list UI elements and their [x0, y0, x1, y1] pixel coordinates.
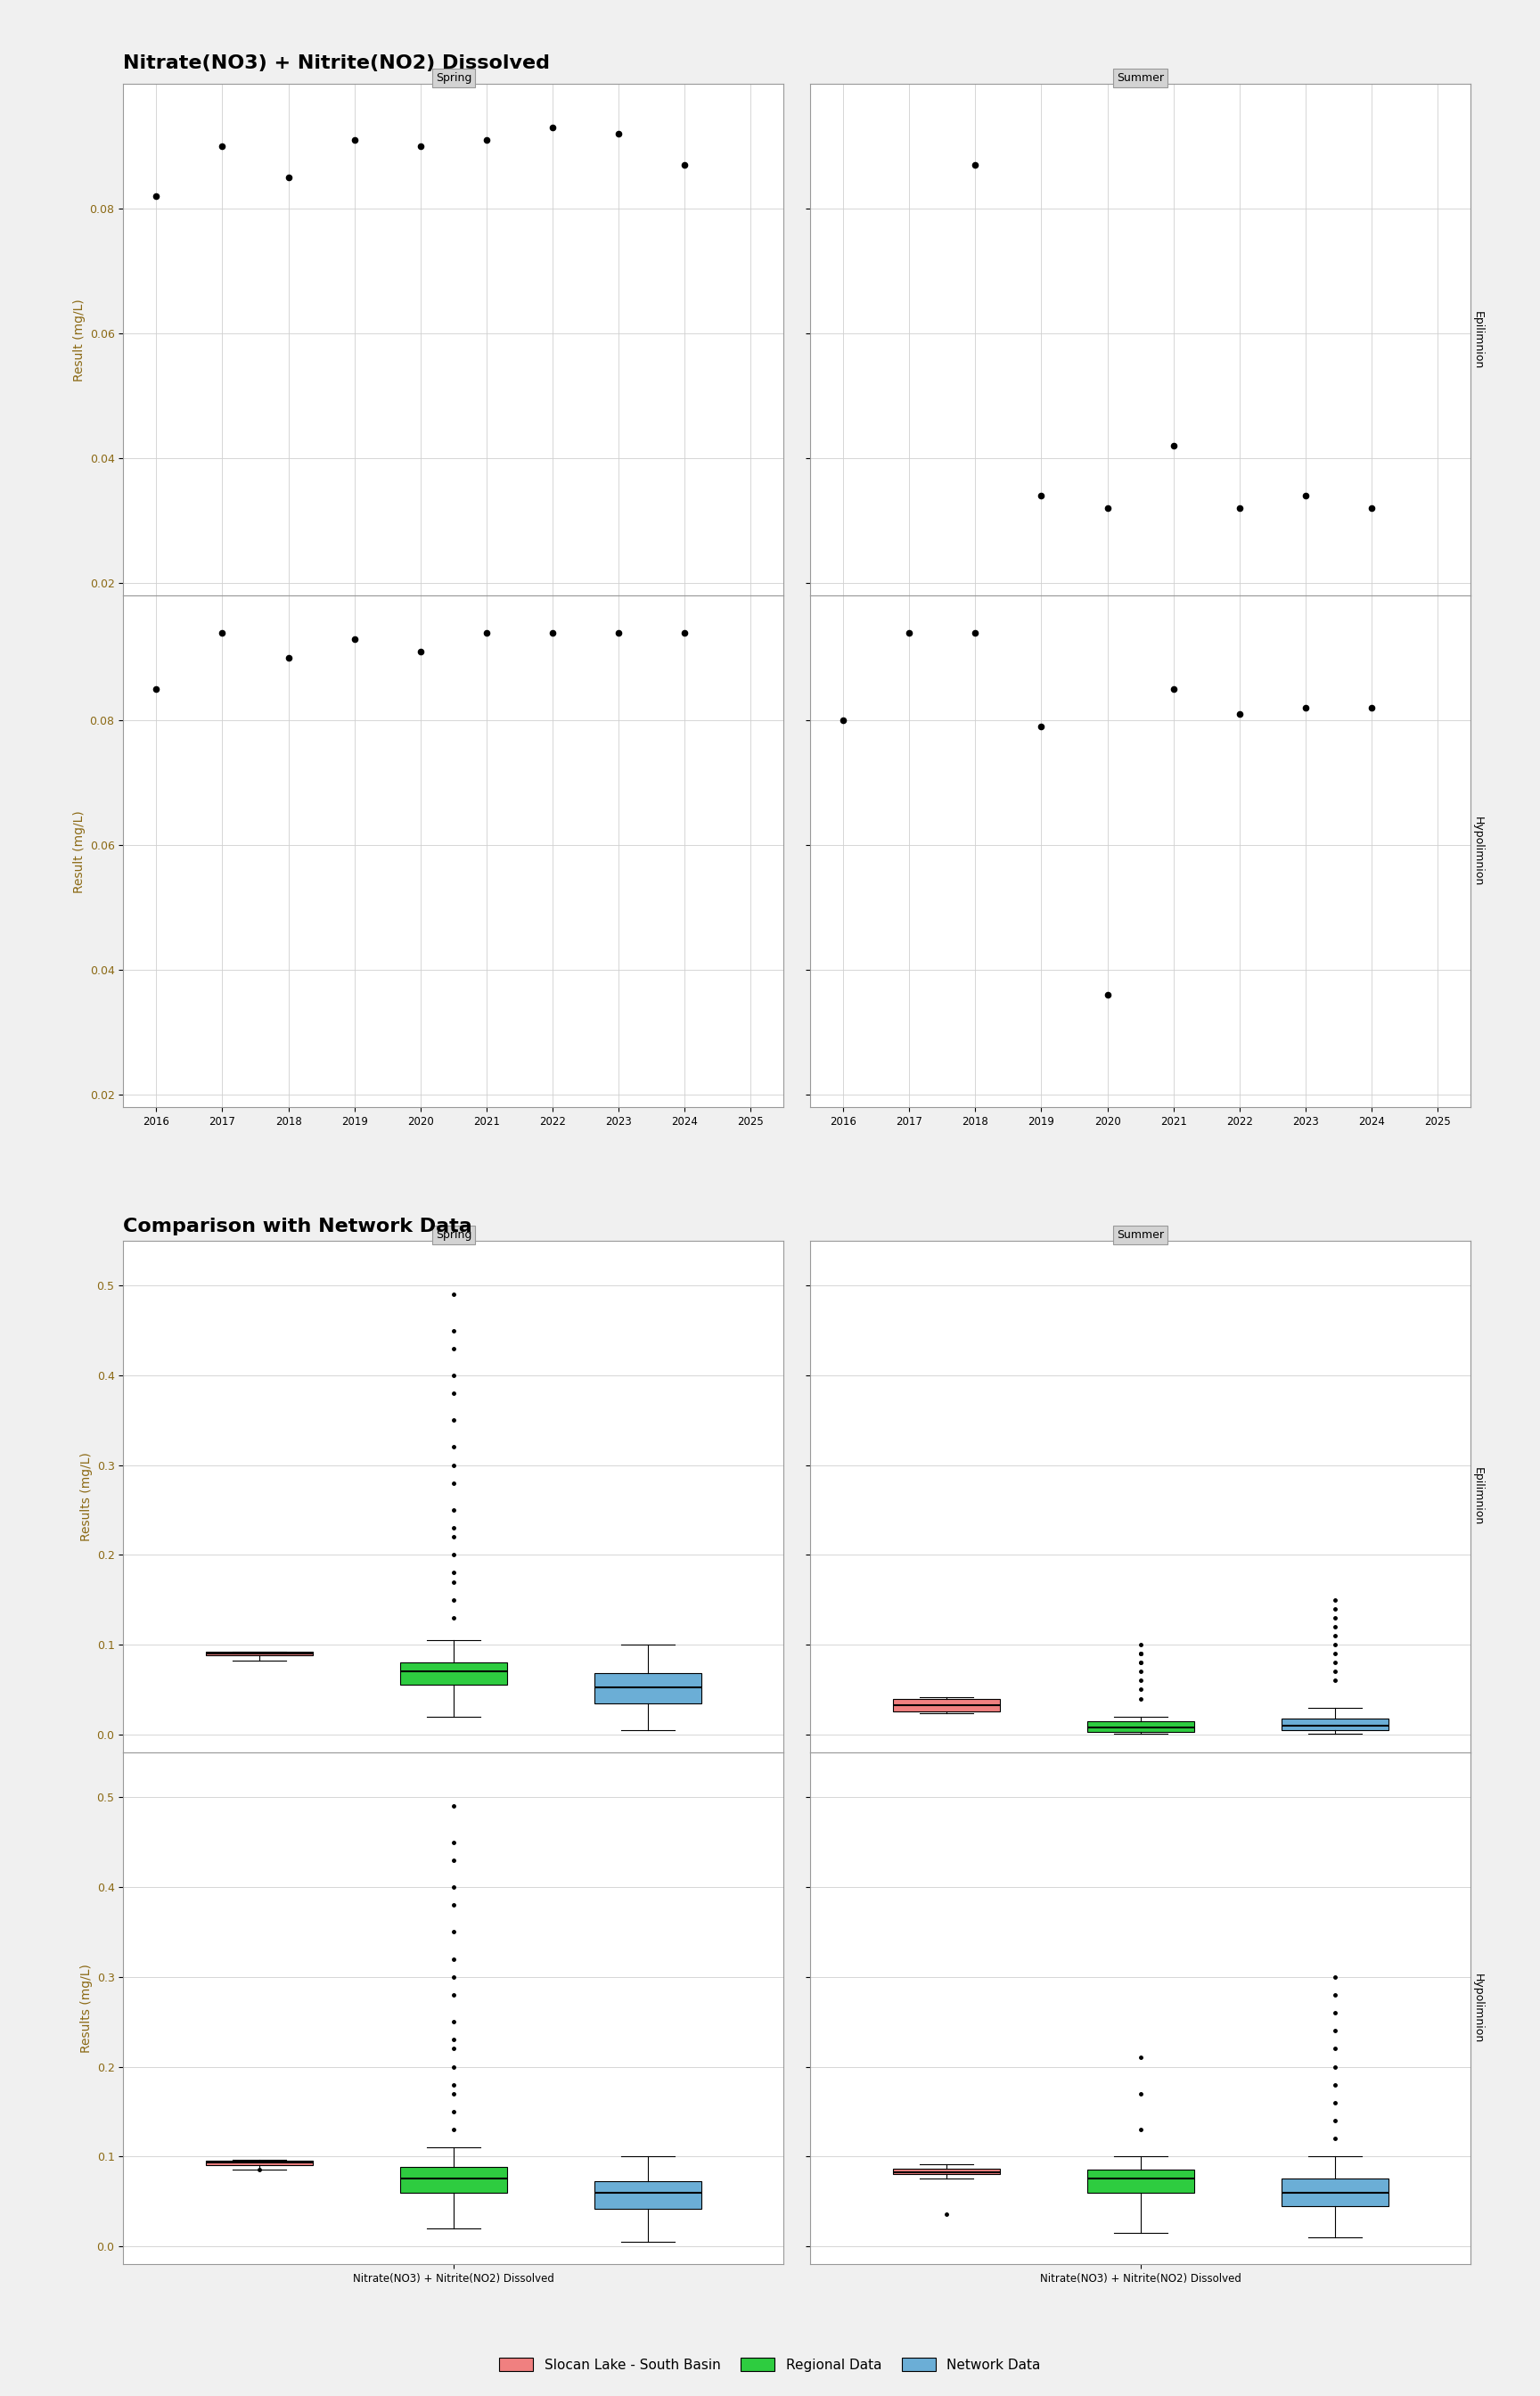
Point	[209, 613, 234, 652]
Point	[673, 146, 698, 184]
Legend: Slocan Lake - South Basin, Regional Data, Network Data: Slocan Lake - South Basin, Regional Data…	[494, 2353, 1046, 2377]
PathPatch shape	[400, 2168, 507, 2192]
Point	[474, 613, 499, 652]
Point	[1360, 489, 1384, 527]
Point	[209, 127, 234, 165]
Point	[1360, 690, 1384, 728]
Title: Spring: Spring	[436, 1229, 471, 1241]
Point	[342, 621, 367, 659]
Y-axis label: Epilimnion: Epilimnion	[1472, 311, 1485, 369]
Point	[1095, 975, 1120, 1014]
Point	[541, 108, 565, 146]
Point	[408, 633, 433, 671]
Point	[276, 640, 300, 678]
Point	[607, 613, 631, 652]
Point	[1029, 477, 1053, 515]
Y-axis label: Hypolimnion: Hypolimnion	[1472, 817, 1485, 887]
PathPatch shape	[594, 2183, 701, 2209]
PathPatch shape	[893, 1699, 999, 1711]
Title: Summer: Summer	[1116, 1229, 1164, 1241]
PathPatch shape	[594, 1672, 701, 1704]
Y-axis label: Result (mg/L): Result (mg/L)	[74, 810, 86, 894]
PathPatch shape	[400, 1663, 507, 1684]
PathPatch shape	[1281, 2178, 1388, 2207]
Point	[1161, 426, 1186, 465]
Point	[342, 120, 367, 158]
Point	[276, 158, 300, 196]
Y-axis label: Epilimnion: Epilimnion	[1472, 1466, 1485, 1526]
Text: Comparison with Network Data: Comparison with Network Data	[123, 1217, 473, 1236]
PathPatch shape	[1087, 1720, 1194, 1732]
Point	[1029, 707, 1053, 745]
Y-axis label: Result (mg/L): Result (mg/L)	[74, 300, 86, 381]
Point	[474, 120, 499, 158]
Y-axis label: Results (mg/L): Results (mg/L)	[80, 1965, 92, 2053]
Point	[1227, 695, 1252, 733]
Point	[1161, 671, 1186, 709]
Point	[408, 127, 433, 165]
Point	[832, 702, 856, 740]
Point	[1294, 477, 1318, 515]
Title: Summer: Summer	[1116, 72, 1164, 84]
Text: Nitrate(NO3) + Nitrite(NO2) Dissolved: Nitrate(NO3) + Nitrite(NO2) Dissolved	[123, 55, 550, 72]
PathPatch shape	[1281, 1718, 1388, 1730]
PathPatch shape	[206, 1651, 313, 1656]
Y-axis label: Results (mg/L): Results (mg/L)	[80, 1452, 92, 1541]
Point	[541, 613, 565, 652]
Point	[896, 613, 921, 652]
Point	[1227, 489, 1252, 527]
Point	[962, 146, 987, 184]
Point	[1095, 489, 1120, 527]
Title: Spring: Spring	[436, 72, 471, 84]
PathPatch shape	[206, 2161, 313, 2166]
Point	[143, 177, 168, 216]
Point	[607, 115, 631, 153]
Y-axis label: Hypolimnion: Hypolimnion	[1472, 1974, 1485, 2044]
Point	[1294, 690, 1318, 728]
PathPatch shape	[1087, 2171, 1194, 2192]
Point	[143, 671, 168, 709]
PathPatch shape	[893, 2168, 999, 2176]
Point	[673, 613, 698, 652]
Point	[962, 613, 987, 652]
